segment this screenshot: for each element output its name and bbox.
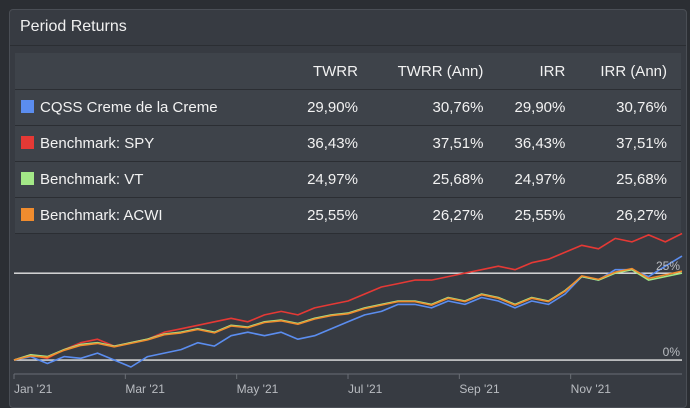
row-name-cell: Benchmark: SPY <box>15 125 290 162</box>
series-layer <box>13 232 683 368</box>
x-tick-label: Nov '21 <box>571 382 612 396</box>
irr-cell: 36,43% <box>497 125 580 162</box>
table-row: Benchmark: ACWI 25,55% 26,27% 25,55% 26,… <box>15 197 681 234</box>
x-tick-label: Jan '21 <box>14 382 53 396</box>
x-tick-label: Mar '21 <box>125 382 165 396</box>
row-name-cell: Benchmark: VT <box>15 161 290 198</box>
twenty-five-percent-label: 25% <box>656 259 680 273</box>
returns-line-chart: 0% 25% Jan '21 Mar '21 May '21 Jul '21 Sep '… <box>13 232 683 396</box>
irr-cell: 24,97% <box>497 161 580 198</box>
x-axis-ticks: Jan '21 Mar '21 May '21 Jul '21 Sep '21 Nov '… <box>13 374 612 396</box>
row-name-cell: Benchmark: ACWI <box>15 197 290 234</box>
twrr-cell: 36,43% <box>290 125 372 162</box>
series-line-0 <box>13 255 683 368</box>
irr-cell: 29,90% <box>497 89 580 126</box>
table-row: Benchmark: VT 24,97% 25,68% 24,97% 25,68… <box>15 161 681 198</box>
header-name <box>15 53 290 90</box>
twrr-ann-cell: 26,27% <box>371 197 498 234</box>
series-line-1 <box>13 232 683 361</box>
legend-swatch <box>21 100 34 113</box>
header-irr-ann: IRR (Ann) <box>579 53 681 90</box>
header-twrr-ann: TWRR (Ann) <box>371 53 498 90</box>
panel-title: Period Returns <box>10 10 686 46</box>
x-tick-label: May '21 <box>237 382 279 396</box>
x-tick-label: Sep '21 <box>459 382 500 396</box>
legend-swatch <box>21 136 34 149</box>
row-name: Benchmark: SPY <box>40 135 155 152</box>
returns-table: TWRR TWRR (Ann) IRR IRR (Ann) CQSS Creme… <box>15 53 681 234</box>
x-tick-label: Jul '21 <box>348 382 383 396</box>
irr-ann-cell: 37,51% <box>579 125 681 162</box>
row-name: Benchmark: ACWI <box>40 207 163 224</box>
table-row: Benchmark: SPY 36,43% 37,51% 36,43% 37,5… <box>15 125 681 162</box>
irr-ann-cell: 26,27% <box>579 197 681 234</box>
twrr-cell: 29,90% <box>290 89 372 126</box>
legend-swatch <box>21 172 34 185</box>
irr-ann-cell: 25,68% <box>579 161 681 198</box>
twrr-cell: 25,55% <box>290 197 372 234</box>
twrr-ann-cell: 25,68% <box>371 161 498 198</box>
irr-ann-cell: 30,76% <box>579 89 681 126</box>
series-line-3 <box>13 267 683 361</box>
twrr-cell: 24,97% <box>290 161 372 198</box>
row-name: CQSS Creme de la Creme <box>40 99 218 116</box>
legend-swatch <box>21 208 34 221</box>
twrr-ann-cell: 30,76% <box>371 89 498 126</box>
period-returns-panel: Period Returns TWRR TWRR (Ann) IRR IRR (… <box>9 9 687 408</box>
twrr-ann-cell: 37,51% <box>371 125 498 162</box>
table-header-row: TWRR TWRR (Ann) IRR IRR (Ann) <box>15 53 681 90</box>
row-name: Benchmark: VT <box>40 171 144 188</box>
header-twrr: TWRR <box>290 53 372 90</box>
table-row: CQSS Creme de la Creme 29,90% 30,76% 29,… <box>15 89 681 126</box>
zero-percent-label: 0% <box>663 345 681 359</box>
row-name-cell: CQSS Creme de la Creme <box>15 89 290 126</box>
header-irr: IRR <box>497 53 580 90</box>
irr-cell: 25,55% <box>497 197 580 234</box>
